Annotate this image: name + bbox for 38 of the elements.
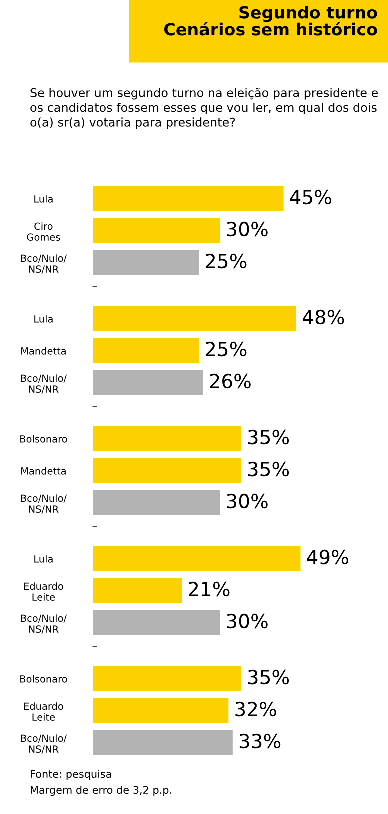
chart-title: Segundo turno Cenários sem histórico <box>164 6 378 36</box>
y-tick-label: Bco/Nulo/ NS/NR <box>21 734 67 754</box>
text: Margem de erro de 3,2 p.p. <box>31 786 172 796</box>
data-label: 26% <box>210 374 251 389</box>
data-label: 21% <box>189 582 230 597</box>
text: – <box>92 646 98 648</box>
y-tick-label: Bco/Nulo/ NS/NR <box>21 494 67 514</box>
y-tick-label: Lula <box>34 195 53 203</box>
data-label: 32% <box>236 702 276 717</box>
data-label: 30% <box>227 614 268 629</box>
data-label: 49% <box>307 550 348 565</box>
text: – <box>92 526 98 528</box>
data-label: 35% <box>248 462 290 477</box>
y-tick-label: Lula <box>34 555 53 563</box>
data-label: 30% <box>227 494 268 509</box>
y-tick-label: Ciro Gomes <box>27 222 60 242</box>
data-label: 48% <box>303 310 344 325</box>
data-label: 35% <box>248 670 290 685</box>
y-tick-label: Bco/Nulo/ NS/NR <box>21 374 67 394</box>
y-tick-label: Bolsonaro <box>20 675 68 683</box>
y-tick-label: Mandetta <box>22 347 66 355</box>
data-label: 45% <box>290 190 332 205</box>
data-label: 30% <box>227 222 268 237</box>
y-tick-label: Lula <box>34 315 53 323</box>
y-tick-label: Mandetta <box>22 467 66 475</box>
y-tick-label: Bco/Nulo/ NS/NR <box>21 254 67 274</box>
y-tick-label: Bco/Nulo/ NS/NR <box>21 614 67 634</box>
data-label: 25% <box>206 254 247 269</box>
source-note: Fonte: pesquisa <box>31 770 112 780</box>
data-label: 25% <box>206 342 247 357</box>
data-label: 33% <box>240 734 281 749</box>
y-tick-label: Eduardo Leite <box>24 582 64 602</box>
chart-subtitle: Se houver um segundo turno na eleição para presidente e os candidatos fossem esses que vou ler, em qual dos dois o(a) sr(a) votaria para presidente? <box>30 88 378 130</box>
data-label: 35% <box>248 430 290 445</box>
text: – <box>92 286 98 288</box>
text: – <box>92 406 98 408</box>
y-tick-label: Eduardo Leite <box>24 702 64 722</box>
y-tick-label: Bolsonaro <box>20 435 68 443</box>
